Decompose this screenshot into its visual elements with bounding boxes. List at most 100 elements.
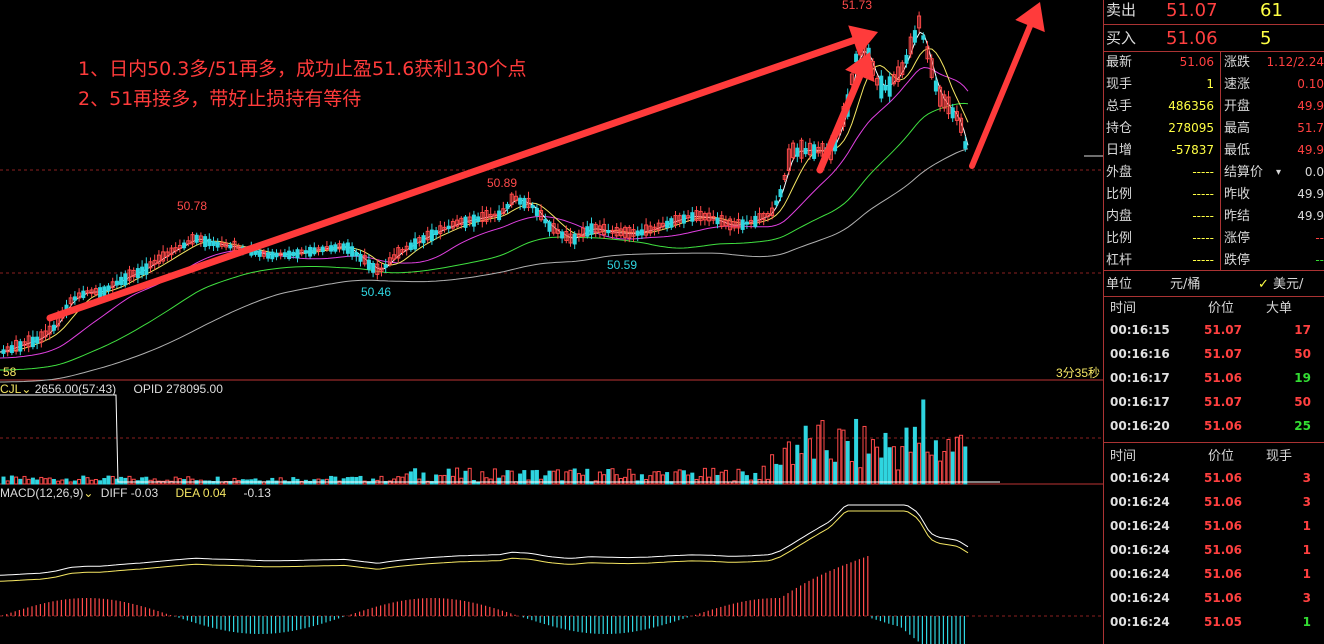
stat-value: 1: [1206, 77, 1214, 91]
macd-bar: [783, 595, 785, 616]
candle-body: [887, 76, 892, 97]
macd-bar: [237, 616, 239, 633]
macd-bar: [766, 598, 768, 616]
row-price: 51.07: [1204, 347, 1242, 361]
candle-body: [366, 259, 371, 270]
volume-bar: [681, 470, 686, 485]
volume-bar: [400, 476, 405, 485]
macd-bar: [371, 607, 373, 616]
volume-indicator-name[interactable]: CJL: [0, 382, 22, 396]
list-item[interactable]: 00:16:24 51.06 1: [1104, 564, 1324, 585]
macd-bar: [795, 587, 797, 616]
chevron-down-icon[interactable]: ⌄: [21, 382, 32, 396]
list-item[interactable]: 00:16:17 51.07 50: [1104, 392, 1324, 413]
candle-body: [576, 233, 581, 238]
candle-body: [148, 261, 153, 269]
macd-bar: [401, 600, 403, 616]
list-item[interactable]: 00:16:24 51.06 3: [1104, 468, 1324, 489]
volume-bar: [404, 473, 409, 485]
volume-bar: [950, 451, 955, 485]
volume-bar: [522, 470, 527, 485]
macd-bar: [598, 616, 600, 634]
list-item[interactable]: 00:16:24 51.06 1: [1104, 540, 1324, 561]
stat-label: 外盘: [1106, 165, 1133, 180]
candle-body: [18, 341, 23, 352]
candle-body: [459, 217, 464, 226]
sell-qty: 61: [1260, 0, 1283, 21]
candle-body: [652, 226, 657, 231]
candle-body: [329, 245, 334, 252]
macd-indicator-name[interactable]: MACD(12,26,9): [0, 486, 84, 500]
macd-bar: [119, 601, 121, 616]
macd-diff-line: [0, 504, 969, 576]
candle-body: [589, 223, 594, 235]
unit-value[interactable]: 元/桶: [1170, 277, 1201, 292]
volume-bar: [169, 480, 174, 485]
list-item[interactable]: 00:16:17 51.06 19: [1104, 368, 1324, 389]
candle-body: [291, 251, 296, 257]
macd-bar: [905, 616, 907, 632]
volume-bar: [484, 477, 489, 485]
stat-value: 49.9: [1297, 209, 1324, 223]
stat-value: -----: [1192, 165, 1214, 179]
candle-body: [299, 249, 304, 255]
macd-bar: [6, 613, 8, 616]
macd-bar: [846, 563, 848, 616]
volume-bar: [656, 471, 661, 485]
macd-bar: [245, 616, 247, 634]
macd-bar: [875, 616, 877, 620]
macd-bar: [224, 616, 226, 631]
list-item[interactable]: 00:16:15 51.07 17: [1104, 320, 1324, 341]
macd-bar: [871, 616, 873, 619]
macd-bar: [829, 570, 831, 616]
candle-body: [224, 242, 229, 248]
volume-bar: [568, 469, 573, 485]
volume-bar: [505, 470, 510, 485]
volume-bar: [963, 446, 968, 485]
candle-body: [5, 346, 10, 353]
volume-bar: [921, 399, 926, 485]
list-item[interactable]: 00:16:24 51.05 1: [1104, 612, 1324, 633]
volume-bar: [467, 467, 472, 485]
unit-alt-toggle[interactable]: ✓ 美元/: [1258, 274, 1303, 295]
list-item[interactable]: 00:16:24 51.06 3: [1104, 492, 1324, 513]
volume-bar: [442, 474, 447, 485]
candle-body: [686, 215, 691, 219]
list-item[interactable]: 00:16:24 51.06 1: [1104, 516, 1324, 537]
volume-bar: [631, 473, 636, 485]
macd-indicator-label[interactable]: MACD(12,26,9)⌄ DIFF -0.03 DEA 0.04 -0.13: [0, 486, 271, 500]
candle-body: [501, 208, 506, 215]
candle-body: [551, 223, 556, 234]
candle-body: [736, 219, 741, 229]
kline-chart-svg[interactable]: 50.78 50.46 50.89 50.59 51.73 58: [0, 0, 1103, 644]
volume-bar: [929, 454, 934, 485]
candle-body: [681, 214, 686, 224]
chart-area[interactable]: 50.78 50.46 50.89 50.59 51.73 58 1、日内50.3多/51…: [0, 0, 1103, 644]
candle-body: [421, 235, 426, 244]
candle-body: [194, 234, 199, 243]
volume-indicator-label[interactable]: CJL⌄ 2656.00(57:43) OPID 278095.00: [0, 382, 223, 396]
volume-bar: [665, 472, 670, 485]
list-item[interactable]: 00:16:16 51.07 50: [1104, 344, 1324, 365]
macd-bar: [711, 609, 713, 616]
macd-bar: [165, 613, 167, 616]
volume-bar: [551, 470, 556, 485]
list-item[interactable]: 00:16:24 51.06 3: [1104, 588, 1324, 609]
chevron-down-icon[interactable]: ⌄: [83, 486, 94, 500]
macd-bar: [951, 616, 953, 644]
volume-bar: [56, 480, 61, 485]
stat-value: 278095: [1168, 121, 1214, 135]
list-item[interactable]: 00:16:20 51.06 25: [1104, 416, 1324, 437]
candle-body: [72, 296, 77, 301]
macd-bar: [136, 604, 138, 616]
caret-down-icon[interactable]: ▾: [1276, 167, 1282, 178]
candle-body: [68, 297, 73, 305]
volume-bar: [942, 450, 947, 485]
candle-body: [358, 253, 363, 262]
volume-bar: [904, 427, 909, 485]
candle-body: [639, 229, 644, 236]
macd-bar: [220, 616, 222, 630]
candle-body: [14, 339, 19, 352]
volume-bar: [639, 474, 644, 485]
candle-body: [110, 281, 115, 289]
